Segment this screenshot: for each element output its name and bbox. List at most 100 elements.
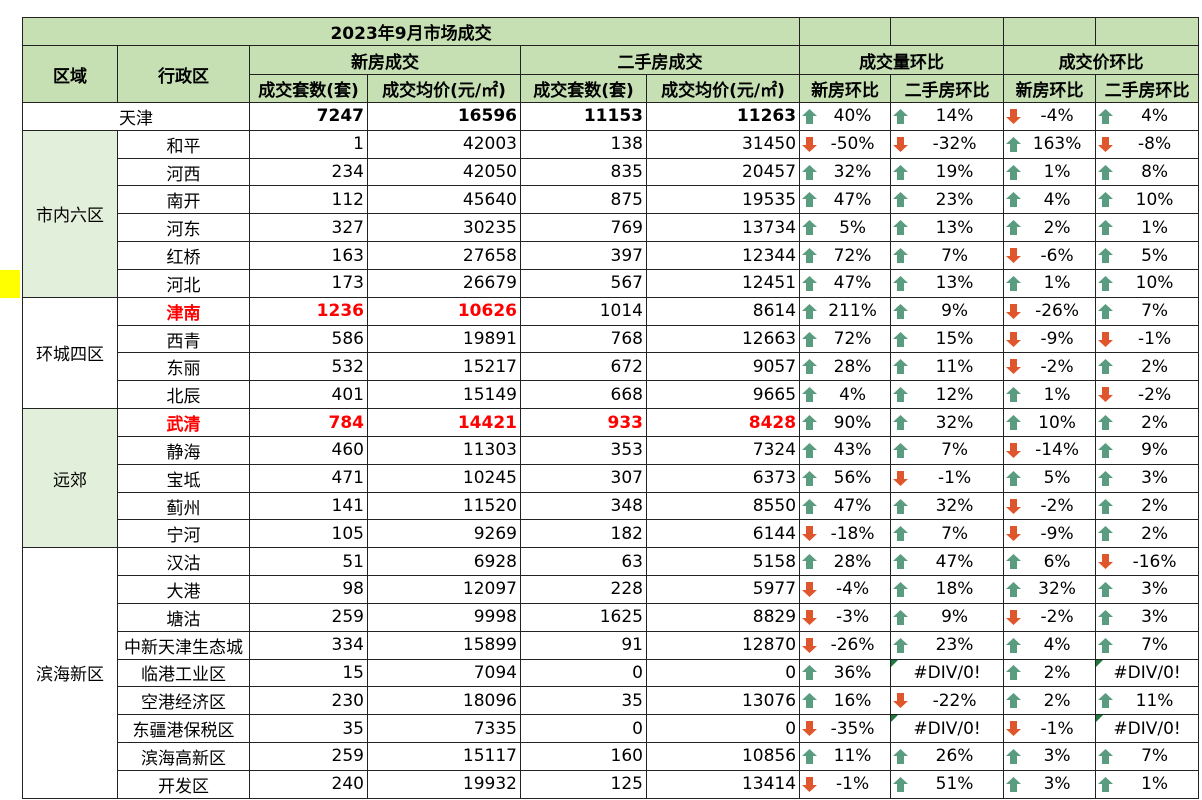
arrow-shape [1006, 359, 1022, 375]
change-wrap: 13% [893, 273, 1001, 293]
arrow-shape [802, 637, 818, 653]
change-cell: 2% [1003, 658, 1097, 688]
district-name: 东丽 [117, 352, 250, 382]
arrow-up [1098, 442, 1114, 458]
value-cell: 307 [520, 463, 647, 493]
value-cell: 471 [249, 463, 368, 493]
error-triangle [1096, 715, 1103, 722]
change-cell: 3% [1003, 742, 1097, 771]
arrow-up [1006, 136, 1022, 152]
change-wrap: 13% [893, 218, 1001, 238]
arrow-up [893, 331, 909, 347]
arrow-shape [1006, 303, 1022, 319]
arrow-shape [1098, 748, 1114, 764]
change-value: -2% [1138, 384, 1172, 405]
change-cell: -2% [1095, 380, 1200, 410]
arrow-down [802, 609, 818, 625]
arrow-shape [893, 776, 909, 792]
arrow-up [1006, 220, 1022, 236]
change-cell: 40% [799, 102, 892, 131]
change-wrap: 3% [1006, 774, 1093, 794]
arrow-shape [802, 581, 818, 597]
change-cell: 47% [799, 268, 892, 298]
change-wrap: 10% [1098, 190, 1196, 210]
change-cell: 7% [890, 435, 1005, 465]
header-district: 行政区 [117, 45, 250, 103]
change-cell: 8% [1095, 157, 1200, 187]
district-name: 蓟州 [117, 491, 250, 521]
arrow-shape [1098, 108, 1114, 124]
arrow-shape [802, 776, 818, 792]
district-name: 临港工业区 [117, 658, 250, 688]
change-wrap: 2% [1098, 524, 1196, 544]
change-cell: 56% [799, 463, 892, 493]
change-wrap: 8% [1098, 162, 1196, 182]
change-value: 7% [1141, 635, 1169, 656]
change-wrap: -35% [802, 719, 888, 739]
arrow-shape [893, 108, 909, 124]
arrow-up [802, 442, 818, 458]
arrow-up [802, 248, 818, 264]
change-wrap: 211% [802, 301, 888, 321]
value-cell: 18096 [367, 686, 521, 716]
arrow-up [1098, 748, 1114, 764]
district-name: 北辰 [117, 380, 250, 410]
header-cell [1003, 17, 1097, 46]
arrow-up [802, 275, 818, 291]
change-wrap: 72% [802, 329, 888, 349]
arrow-up [802, 748, 818, 764]
change-value: 13% [935, 273, 974, 294]
row-marker [0, 270, 20, 298]
change-cell: 3% [1095, 463, 1200, 493]
change-wrap: 5% [1006, 468, 1093, 488]
change-cell: 5% [1095, 241, 1200, 270]
arrow-shape [1006, 108, 1022, 124]
change-cell: 9% [890, 602, 1005, 632]
arrow-shape [1006, 275, 1022, 291]
value-cell: 668 [520, 380, 647, 410]
district-name: 汉沽 [117, 547, 250, 577]
change-cell: 7% [1095, 296, 1200, 326]
change-cell: -9% [1003, 519, 1097, 549]
arrow-up [1006, 665, 1022, 681]
value-cell: 63 [520, 547, 647, 577]
arrow-shape [802, 526, 818, 542]
arrow-up [1006, 192, 1022, 208]
district-name: 红桥 [117, 241, 250, 270]
arrow-shape [1098, 609, 1114, 625]
district-row: 中新天津生态城 334 15899 91 12870 -26% 23% 4% 7% [23, 630, 1200, 660]
value-cell: 259 [249, 602, 368, 632]
change-value: 16% [833, 690, 872, 711]
value-cell: 15117 [367, 742, 521, 771]
arrow-shape [1006, 415, 1022, 431]
change-wrap: 18% [893, 579, 1001, 599]
value-cell: 15149 [367, 380, 521, 410]
value-cell: 0 [520, 658, 647, 688]
arrow-shape [1098, 526, 1114, 542]
arrow-up [1006, 581, 1022, 597]
arrow-shape [1006, 665, 1022, 681]
change-value: 3% [1141, 607, 1169, 628]
value-cell: 348 [520, 491, 647, 521]
arrow-up [1098, 275, 1114, 291]
value-cell: 12870 [645, 630, 801, 660]
change-value: -1% [836, 774, 870, 795]
change-value: 72% [833, 329, 872, 350]
arrow-up [1098, 108, 1114, 124]
change-wrap: 2% [1098, 496, 1196, 516]
change-value: 1% [1043, 162, 1071, 183]
header-group: 二手房成交 [519, 45, 801, 75]
change-value: 32% [833, 162, 872, 183]
change-cell: 2% [1003, 213, 1097, 243]
change-wrap: -1% [802, 774, 888, 794]
arrow-shape [893, 581, 909, 597]
value-cell: 1236 [249, 296, 368, 326]
arrow-up [1098, 164, 1114, 180]
arrow-shape [1098, 693, 1114, 709]
value-cell: 230 [249, 686, 368, 716]
arrow-down [1098, 387, 1114, 403]
change-cell: 5% [799, 213, 892, 243]
change-wrap: -9% [1006, 329, 1093, 349]
district-name: 南开 [117, 185, 250, 215]
arrow-up [1006, 164, 1022, 180]
